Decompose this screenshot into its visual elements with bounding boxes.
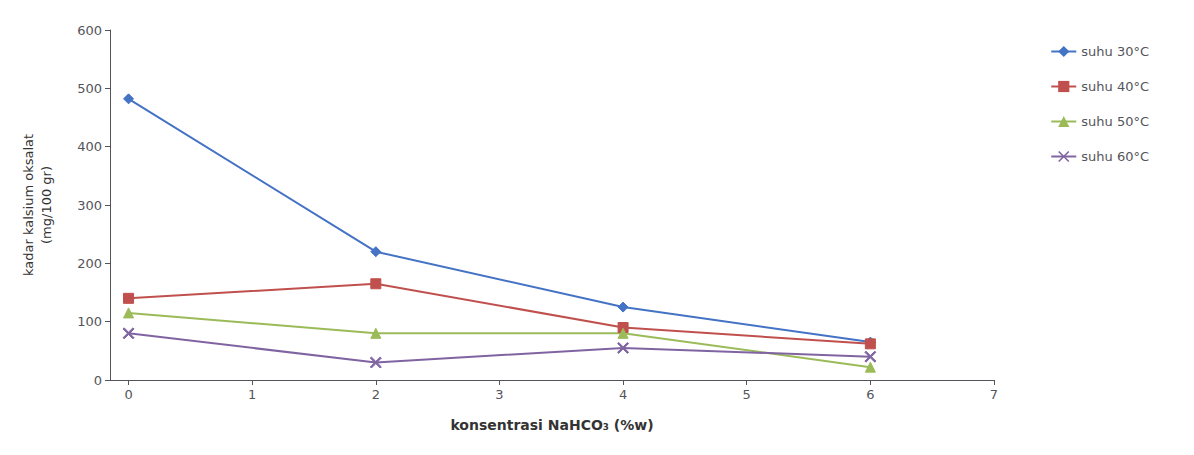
svg-text:600: 600 <box>77 23 102 38</box>
svg-text:6: 6 <box>866 387 874 402</box>
svg-text:4: 4 <box>619 387 627 402</box>
svg-text:(mg/100 gr): (mg/100 gr) <box>39 166 54 244</box>
svg-text:suhu 40°C: suhu 40°C <box>1081 79 1149 94</box>
svg-text:0: 0 <box>124 387 132 402</box>
svg-text:5: 5 <box>743 387 751 402</box>
svg-text:kadar kalsium oksalat: kadar kalsium oksalat <box>21 134 36 276</box>
svg-text:3: 3 <box>495 387 503 402</box>
svg-text:1: 1 <box>248 387 256 402</box>
svg-text:suhu 50°C: suhu 50°C <box>1081 114 1149 129</box>
svg-text:500: 500 <box>77 81 102 96</box>
svg-text:suhu 60°C: suhu 60°C <box>1081 149 1149 164</box>
svg-text:400: 400 <box>77 139 102 154</box>
svg-text:2: 2 <box>372 387 380 402</box>
svg-text:100: 100 <box>77 314 102 329</box>
svg-text:300: 300 <box>77 198 102 213</box>
svg-text:suhu 30°C: suhu 30°C <box>1081 44 1149 59</box>
svg-text:7: 7 <box>990 387 998 402</box>
svg-text:0: 0 <box>94 373 102 388</box>
svg-text:200: 200 <box>77 256 102 271</box>
svg-text:konsentrasi NaHCO₃ (%w): konsentrasi NaHCO₃ (%w) <box>450 417 653 433</box>
